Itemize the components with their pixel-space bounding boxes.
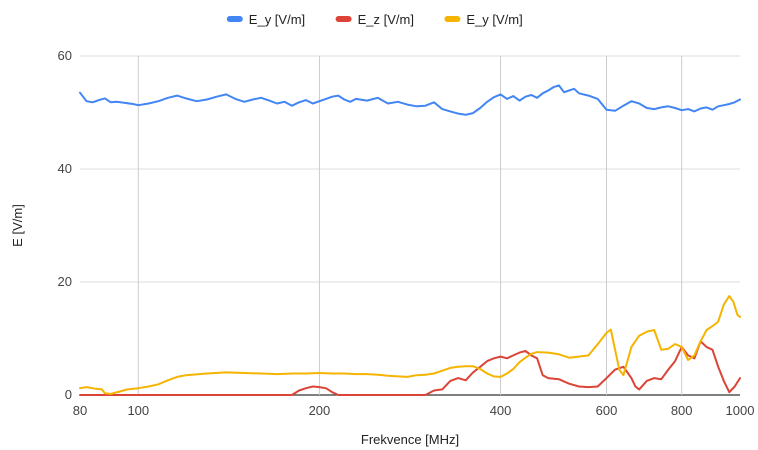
x-tick-label: 600 [596,403,618,418]
y-tick-label: 40 [58,161,72,176]
y-axis-title: E [V/m] [10,204,25,247]
x-axis-tick-labels: 80 100 200 400 600 800 1000 [73,403,755,418]
legend-item-1[interactable]: E_y [V/m] [226,12,305,27]
legend-swatch [226,16,243,22]
y-tick-label: 20 [58,274,72,289]
y-axis-tick-labels: 0 20 40 60 [58,48,72,402]
legend-item-3[interactable]: E_y [V/m] [444,12,523,27]
legend-item-2[interactable]: E_z [V/m] [335,12,414,27]
x-tick-label: 80 [73,403,87,418]
legend-label: E_y [V/m] [249,12,305,27]
x-tick-label: 1000 [726,403,755,418]
x-tick-label: 100 [127,403,149,418]
legend[interactable]: E_y [V/m] E_z [V/m] E_y [V/m] [226,12,523,27]
series-line-3[interactable] [79,295,741,395]
x-tick-label: 800 [671,403,693,418]
legend-label: E_y [V/m] [466,12,522,27]
grid-lines [80,55,740,396]
legend-label: E_z [V/m] [358,12,414,27]
y-tick-label: 0 [65,387,72,402]
x-tick-label: 200 [309,403,331,418]
series-line-2[interactable] [79,340,741,396]
y-tick-label: 60 [58,48,72,63]
x-axis-title: Frekvence [MHz] [361,432,459,447]
series-line-1[interactable] [79,84,741,116]
legend-swatch [335,16,352,22]
series-lines [79,84,741,396]
x-tick-label: 400 [490,403,512,418]
legend-swatch [444,16,461,22]
